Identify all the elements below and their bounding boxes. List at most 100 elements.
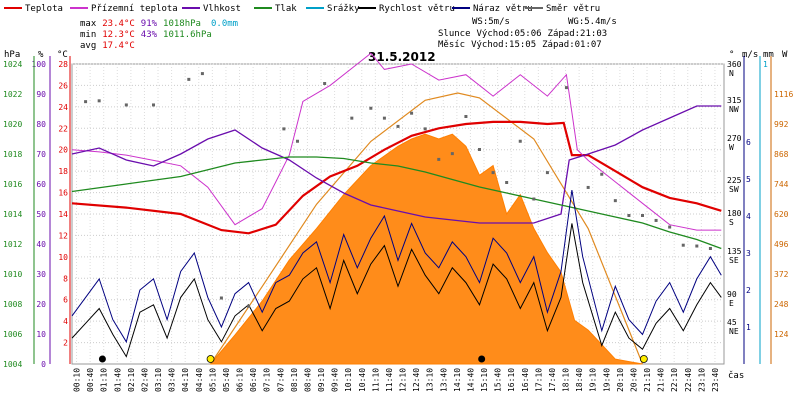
solar-tick-2: 372 <box>774 270 789 279</box>
pressure-tick-6: 1016 <box>3 180 22 189</box>
sun-rise: Východ:05:06 <box>477 29 542 39</box>
legend-label-1: Přízemní teplota <box>91 4 178 14</box>
pressure-tick-3: 1010 <box>3 270 22 279</box>
temp-tick-0: 2 <box>63 339 68 348</box>
pressure-tick-2: 1008 <box>3 300 22 309</box>
temp-tick-4: 10 <box>58 253 68 262</box>
wind-dir-point-10 <box>323 82 327 85</box>
x-tick-34: 17:10 <box>534 368 543 392</box>
x-tick-22: 11:10 <box>371 368 380 392</box>
solar-tick-7: 992 <box>774 120 789 129</box>
wind-tick-1: 2 <box>746 286 751 295</box>
wind-tick-3: 4 <box>746 212 751 221</box>
humidity-tick-0: 0 <box>41 360 46 369</box>
temp-tick-13: 28 <box>58 60 68 69</box>
legend: Teplota Přízemní teplota Vlhkost Tlak Srážky… <box>4 4 600 14</box>
legend-label-7: Směr větru <box>546 4 600 14</box>
legend-label-2: Vlhkost <box>203 4 241 14</box>
x-tick-30: 15:10 <box>480 368 489 392</box>
wind-dir-point-32 <box>654 218 658 222</box>
wind-dir-point-29 <box>613 199 617 203</box>
wind-dir-point-9 <box>295 139 299 143</box>
x-tick-3: 01:40 <box>113 368 122 392</box>
moon-label: Měsíc <box>438 40 465 50</box>
x-tick-1: 00:40 <box>86 368 95 392</box>
solar-tick-8: 1116 <box>774 90 793 99</box>
humidity-tick-9: 90 <box>36 90 46 99</box>
dir-compass-5: W <box>729 143 734 152</box>
dir-tick-7: 360 <box>727 60 742 69</box>
x-tick-17: 08:40 <box>303 368 312 392</box>
wind-dir-point-34 <box>681 243 685 247</box>
wind-dir-point-12 <box>369 106 373 110</box>
wind-dir-point-24 <box>532 197 536 201</box>
temp-tick-9: 20 <box>58 146 68 155</box>
wind-dir-point-25 <box>545 171 549 175</box>
x-tick-23: 11:40 <box>385 368 394 392</box>
pressure-tick-8: 1020 <box>3 120 22 129</box>
wind-tick-5: 6 <box>746 138 751 147</box>
wind-dir-point-33 <box>668 225 672 229</box>
theoretical-solar-curve <box>210 92 644 365</box>
wind-dir-point-21 <box>491 171 495 175</box>
dir-compass-7: N <box>729 69 734 78</box>
wind-dir-point-14 <box>396 124 400 128</box>
humidity-unit: % <box>38 50 44 60</box>
wind-dir-point-7 <box>247 304 251 308</box>
x-tick-41: 20:40 <box>629 368 638 392</box>
stat-max-label: max <box>80 19 97 29</box>
series-line-3 <box>71 156 722 250</box>
dir-tick-4: 225 <box>727 176 742 185</box>
wind-tick-0: 1 <box>746 323 751 332</box>
temp-tick-7: 16 <box>58 189 68 198</box>
humidity-tick-6: 60 <box>36 180 46 189</box>
x-tick-28: 14:10 <box>453 368 462 392</box>
stats-panel: max 23.4°C 91% 1018hPa 0.0mm min 12.3°C 43% 101… <box>80 17 617 51</box>
x-tick-4: 02:10 <box>127 368 136 392</box>
dir-tick-5: 270 <box>727 134 742 143</box>
wind-dir-point-30 <box>627 214 631 217</box>
wind-dir-point-15 <box>410 111 414 115</box>
x-tick-15: 07:40 <box>276 368 285 392</box>
dir-compass-6: NW <box>729 105 739 114</box>
wind-dir-point-4 <box>187 77 191 81</box>
rain-tick-0: 1 <box>763 60 768 69</box>
x-tick-47: 23:40 <box>711 368 720 392</box>
chart-title: 31.5.2012 <box>368 50 436 64</box>
dir-compass-0: NE <box>729 327 739 336</box>
wind-tick-4: 5 <box>746 175 751 184</box>
x-tick-26: 13:10 <box>426 368 435 392</box>
wind-dir-point-20 <box>478 148 481 151</box>
series-line-5 <box>71 190 722 344</box>
pressure-unit: hPa <box>4 50 20 60</box>
wind-dir-point-36 <box>708 247 712 250</box>
humidity-tick-1: 10 <box>36 330 46 339</box>
moon-marker-0 <box>98 355 106 363</box>
sun-set: Západ:21:03 <box>548 29 608 39</box>
sun-marker-1 <box>639 355 648 363</box>
wind-dir-point-1 <box>97 99 101 103</box>
stat-max-press: 1018hPa <box>163 19 201 29</box>
x-tick-44: 22:10 <box>670 368 679 392</box>
moon-rise: Východ:15:05 <box>471 40 536 50</box>
x-tick-19: 09:40 <box>331 368 340 392</box>
stat-min-label: min <box>80 30 96 40</box>
sun-label: Slunce <box>438 29 471 39</box>
x-tick-31: 15:40 <box>494 368 503 392</box>
legend-label-0: Teplota <box>25 4 63 14</box>
legend-label-5: Rychlost větru <box>379 4 455 14</box>
wind-dir-point-35 <box>695 244 699 248</box>
temp-tick-10: 22 <box>58 124 68 133</box>
humidity-tick-7: 70 <box>36 150 46 159</box>
x-tick-14: 07:10 <box>263 368 272 392</box>
series-line-1 <box>71 52 722 231</box>
series-line-0 <box>71 120 722 235</box>
wind-dir-point-18 <box>450 152 454 156</box>
x-axis-label: čas <box>728 370 744 381</box>
temp-tick-11: 24 <box>58 103 68 112</box>
